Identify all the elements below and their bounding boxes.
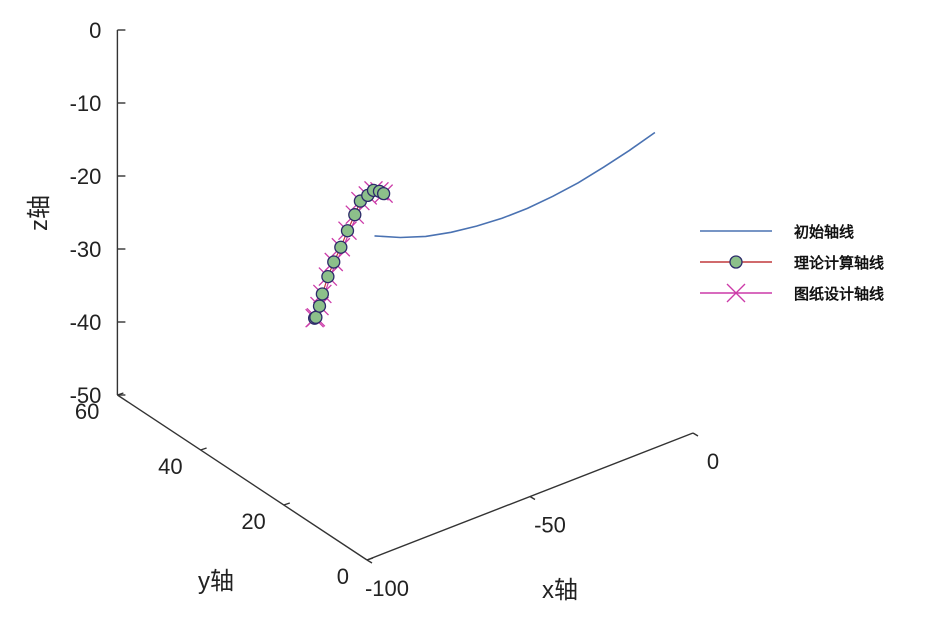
legend-label: 理论计算轴线 (794, 254, 884, 272)
y-tick-mark (200, 447, 207, 451)
legend-item: 初始轴线 (700, 223, 854, 241)
data-point-circle (340, 224, 355, 238)
series-2-markers (307, 183, 391, 325)
z-tick-label: -20 (70, 164, 102, 189)
z-axis-title: z轴 (26, 195, 53, 231)
x-tick-mark (366, 559, 373, 564)
legend-label: 图纸设计轴线 (794, 285, 884, 303)
z-tick-label: -30 (70, 237, 102, 262)
x-tick-mark (692, 432, 699, 437)
legend-marker-x (726, 283, 746, 303)
data-point-circle (348, 208, 362, 222)
y-tick-label: 0 (337, 564, 349, 589)
data-point-circle (327, 255, 341, 269)
series-line (374, 131, 656, 239)
x-axis-title: x轴 (542, 577, 578, 604)
y-tick-mark (366, 557, 374, 561)
legend-item: 图纸设计轴线 (700, 283, 884, 303)
data-point-circle (312, 299, 327, 313)
z-tick-label: -40 (70, 310, 102, 335)
z-tick-label: 0 (89, 18, 101, 43)
data-point-circle (334, 240, 348, 254)
data-point-circle (321, 269, 335, 284)
legend-label: 初始轴线 (794, 223, 854, 241)
data-point-circle (309, 310, 323, 324)
legend-marker-circle (729, 255, 743, 269)
z-tick-label: -10 (70, 91, 102, 116)
plot-series (305, 131, 656, 328)
data-point-circle (376, 186, 391, 201)
y-tick-label: 60 (75, 399, 99, 424)
y-tick-mark (283, 502, 291, 506)
y-axis-line (117, 394, 368, 561)
y-tick-label: 40 (158, 454, 182, 479)
series-1 (374, 131, 656, 239)
data-point-circle (315, 287, 330, 301)
y-axis-title: y轴 (198, 568, 234, 595)
legend-item: 理论计算轴线 (700, 254, 884, 272)
x-tick-label: 0 (707, 449, 719, 474)
x-tick-label: -50 (534, 513, 566, 538)
z-tick-label: -50 (70, 383, 102, 408)
x-tick-mark (529, 495, 536, 501)
x-tick-label: -100 (365, 576, 409, 601)
y-tick-label: 20 (241, 509, 265, 534)
axes: 0 -50 -100 x轴 0 20 40 60 y轴 0 -10 -20 -30 -40 -50 z轴 (26, 18, 719, 604)
